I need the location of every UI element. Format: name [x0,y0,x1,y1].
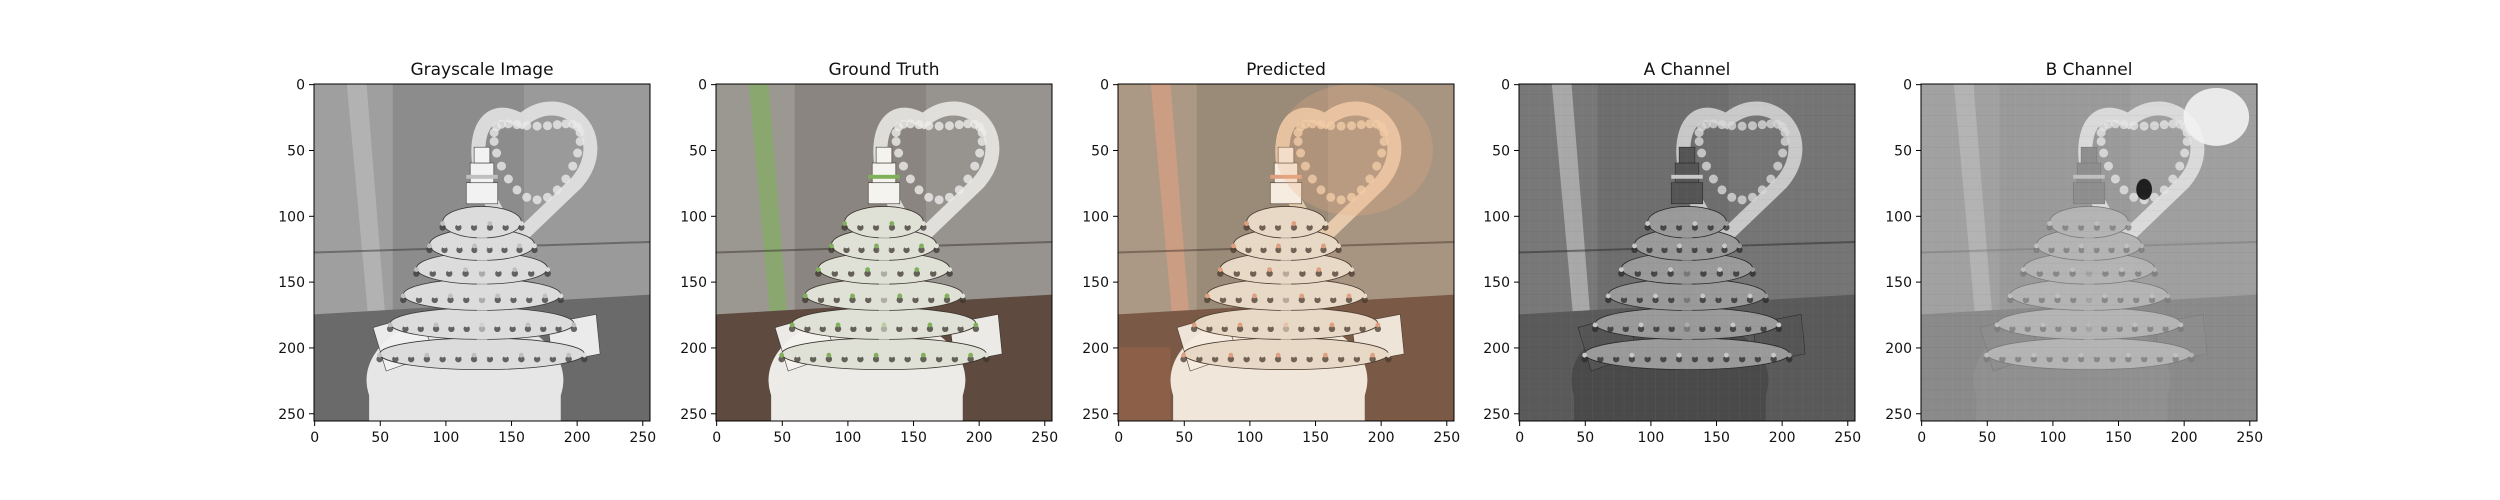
panel-image [1519,84,1855,421]
panel-pred: Predicted 0 0 50 50 100 100 150 150 200 200 250 250 [1082,60,1460,446]
x-tick-label: 50 [1175,430,1193,446]
y-tick-label: 150 [1082,275,1109,291]
y-tick-label: 250 [1082,407,1109,423]
y-tick-label: 50 [1492,143,1510,159]
x-tick-label: 0 [1515,430,1524,446]
x-tick-label: 200 [564,430,591,446]
x-tick-label: 50 [371,430,389,446]
x-tick-label: 150 [900,430,927,446]
y-tick-label: 250 [1885,407,1912,423]
y-tick-label: 250 [1483,407,1510,423]
panel-title: Ground Truth [828,60,939,80]
y-tick-label: 100 [680,209,707,225]
x-tick-label: 150 [1703,430,1730,446]
axes-frame [715,83,1053,422]
panel-title: A Channel [1644,60,1731,80]
x-tick-label: 50 [1576,430,1594,446]
x-tick-label: 50 [773,430,791,446]
x-tick-label: 100 [1237,430,1264,446]
x-tick-label: 0 [1917,430,1926,446]
panel-title: B Channel [2046,60,2133,80]
panel-image [1118,84,1454,421]
y-tick-label: 0 [1100,78,1109,94]
y-tick-label: 0 [296,78,305,94]
panel-image [314,84,650,421]
x-tick-label: 50 [1978,430,1996,446]
x-tick-label: 250 [1031,430,1058,446]
panel-gray: Grayscale Image 0 0 50 50 100 100 150 150 200 200 2… [278,60,656,446]
y-tick-label: 50 [689,143,707,159]
y-tick-label: 100 [278,209,305,225]
y-tick-label: 150 [1483,275,1510,291]
y-tick-label: 0 [1501,78,1510,94]
panel-image [716,84,1052,421]
y-tick-label: 250 [278,407,305,423]
panel-image [1921,84,2257,421]
panel-bchan: B Channel 0 0 50 50 100 100 150 150 200 200 250 250 [1885,60,2263,446]
x-tick-label: 0 [1114,430,1123,446]
x-tick-label: 150 [498,430,525,446]
x-tick-label: 100 [835,430,862,446]
panel-title: Predicted [1246,60,1326,80]
x-tick-label: 150 [2105,430,2132,446]
x-tick-label: 250 [629,430,656,446]
x-tick-label: 0 [310,430,319,446]
x-tick-label: 250 [1834,430,1861,446]
x-tick-label: 100 [433,430,460,446]
axes-frame [1117,83,1455,422]
y-tick-label: 200 [1082,341,1109,357]
x-tick-label: 250 [1433,430,1460,446]
y-tick-label: 200 [278,341,305,357]
y-tick-label: 200 [1885,341,1912,357]
x-tick-label: 200 [966,430,993,446]
y-tick-label: 250 [680,407,707,423]
x-tick-label: 100 [2040,430,2067,446]
y-tick-label: 200 [680,341,707,357]
x-tick-label: 100 [1638,430,1665,446]
y-tick-label: 0 [1903,78,1912,94]
axes-frame [1920,83,2258,422]
axes-frame [313,83,651,422]
y-tick-label: 150 [680,275,707,291]
axes-frame [1518,83,1856,422]
y-tick-label: 0 [698,78,707,94]
panel-achan: A Channel 0 0 50 50 100 100 150 150 200 200 250 250 [1483,60,1861,446]
y-tick-label: 100 [1483,209,1510,225]
y-tick-label: 50 [287,143,305,159]
y-tick-label: 50 [1091,143,1109,159]
y-tick-label: 100 [1082,209,1109,225]
panel-title: Grayscale Image [410,60,553,80]
y-tick-label: 200 [1483,341,1510,357]
x-tick-label: 250 [2236,430,2263,446]
x-tick-label: 150 [1302,430,1329,446]
y-tick-label: 100 [1885,209,1912,225]
x-tick-label: 0 [712,430,721,446]
x-tick-label: 200 [2171,430,2198,446]
y-tick-label: 150 [278,275,305,291]
x-tick-label: 200 [1368,430,1395,446]
y-tick-label: 50 [1894,143,1912,159]
y-tick-label: 150 [1885,275,1912,291]
panel-truth: Ground Truth 0 0 50 50 100 100 150 150 200 200 250 2… [680,60,1058,446]
x-tick-label: 200 [1769,430,1796,446]
